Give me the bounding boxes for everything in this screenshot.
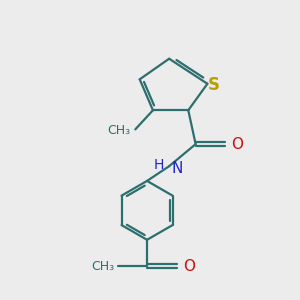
Text: CH₃: CH₃ xyxy=(91,260,114,273)
Text: S: S xyxy=(208,76,220,94)
Text: CH₃: CH₃ xyxy=(108,124,131,137)
Text: O: O xyxy=(183,259,195,274)
Text: H: H xyxy=(154,158,164,172)
Text: N: N xyxy=(172,161,183,176)
Text: O: O xyxy=(232,136,244,152)
